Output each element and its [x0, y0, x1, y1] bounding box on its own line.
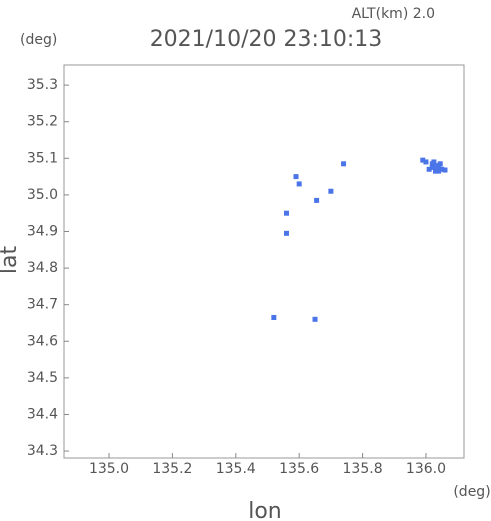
y-tick-label: 34.3	[27, 443, 58, 459]
chart-title: 2021/10/20 23:10:13	[150, 27, 383, 52]
point	[439, 166, 445, 172]
point	[293, 174, 299, 180]
y-tick-label: 34.8	[27, 260, 58, 276]
point	[437, 161, 443, 167]
point	[284, 230, 290, 236]
y-tick-label: 35.1	[27, 150, 58, 166]
point	[423, 159, 429, 165]
point	[420, 157, 426, 163]
x-tick-label: 136.0	[406, 461, 446, 477]
y-axis-label: lat	[0, 246, 22, 275]
point	[442, 167, 448, 173]
point	[432, 163, 438, 169]
y-tick-label: 34.9	[27, 223, 58, 239]
point	[296, 181, 302, 187]
point	[271, 314, 277, 320]
y-tick-label: 35.3	[27, 77, 58, 93]
y-tick-label: 34.7	[27, 297, 58, 313]
point	[314, 197, 320, 203]
x-tick-label: 135.2	[152, 461, 192, 477]
x-axis-label: lon	[248, 499, 282, 521]
y-unit: (deg)	[20, 32, 57, 48]
y-tick-label: 35.0	[27, 187, 58, 203]
point	[426, 166, 432, 172]
y-tick-label: 35.2	[27, 114, 58, 130]
x-tick-label: 135.0	[89, 461, 129, 477]
y-tick-label: 34.6	[27, 333, 58, 349]
x-tick-label: 135.8	[343, 461, 383, 477]
y-tick-label: 34.4	[27, 406, 58, 422]
x-tick-label: 135.4	[216, 461, 256, 477]
plot-frame	[63, 64, 465, 459]
point	[328, 188, 334, 194]
subtitle: ALT(km) 2.0	[352, 6, 435, 22]
point	[431, 159, 437, 165]
x-tick-label: 135.6	[279, 461, 319, 477]
point	[436, 168, 442, 174]
point	[429, 164, 435, 170]
point	[284, 210, 290, 216]
point	[341, 161, 347, 167]
point	[312, 316, 318, 322]
x-unit: (deg)	[453, 484, 490, 500]
y-tick-label: 34.5	[27, 370, 58, 386]
